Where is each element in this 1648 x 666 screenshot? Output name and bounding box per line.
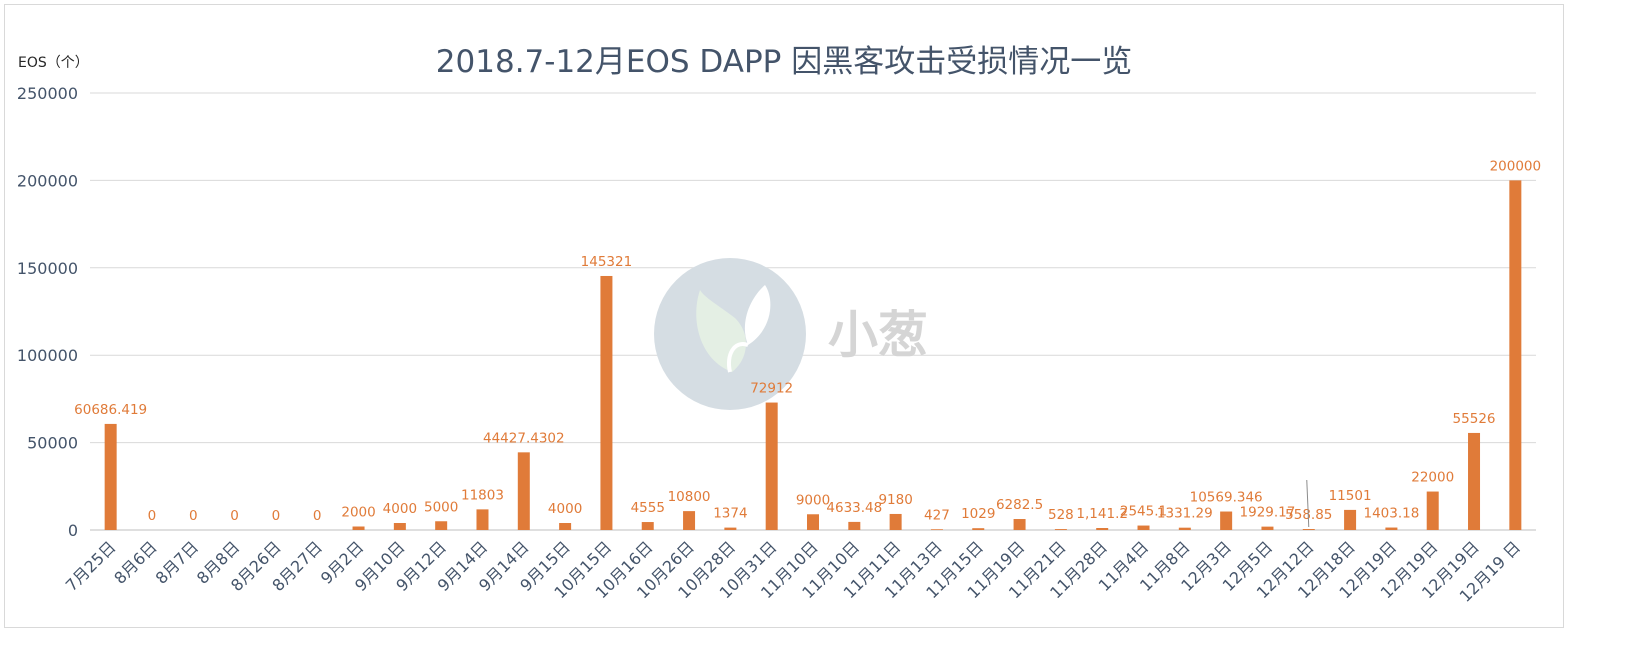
bar (104, 423, 117, 530)
bar (1385, 527, 1398, 530)
bar (765, 402, 778, 530)
data-label: 2000 (341, 505, 375, 521)
data-label: 427 (924, 507, 950, 523)
bar (393, 523, 406, 530)
bar (972, 528, 985, 530)
data-label: 10800 (668, 489, 711, 505)
y-tick-label: 0 (68, 521, 78, 540)
bar (435, 521, 448, 530)
bar (1509, 180, 1522, 530)
data-label: 1929.17 (1240, 505, 1296, 521)
data-label: 0 (189, 508, 198, 524)
bar (559, 523, 572, 530)
data-label: 1403.18 (1363, 506, 1419, 522)
bar (1013, 519, 1026, 530)
data-label: 0 (148, 508, 157, 524)
data-label: 145321 (581, 254, 633, 270)
data-label: 22000 (1411, 470, 1454, 486)
bar (683, 511, 696, 530)
y-axis-unit-label: EOS（个） (18, 55, 89, 71)
watermark-logo: 小葱 (654, 258, 928, 410)
bar (1344, 509, 1357, 530)
data-label: 1029 (961, 506, 995, 522)
bar (1096, 528, 1109, 530)
data-label: 0 (272, 508, 281, 524)
bar (352, 526, 365, 530)
data-label: 72912 (750, 381, 793, 397)
y-tick-label: 100000 (17, 346, 78, 365)
data-label: 1,141.2 (1076, 506, 1128, 522)
watermark-leaf-right (744, 285, 771, 345)
bar (476, 509, 489, 530)
bar (1468, 432, 1481, 530)
data-label: 558.85 (1285, 507, 1332, 523)
bar (930, 529, 943, 530)
data-label: 528 (1048, 507, 1074, 523)
bar (600, 275, 613, 530)
data-label: 9000 (796, 492, 830, 508)
x-tick-label: 7月25日 (62, 537, 120, 595)
bar (1220, 511, 1233, 530)
data-label: 4000 (548, 501, 582, 517)
x-tick-label: 8月7日 (152, 537, 202, 587)
leader-line (1306, 479, 1310, 528)
bar (724, 527, 737, 530)
bar (848, 521, 861, 530)
data-label: 4633.48 (826, 500, 882, 516)
x-tick-label: 8月6日 (110, 537, 160, 587)
data-label: 4000 (383, 501, 417, 517)
data-label: 60686.419 (74, 402, 147, 418)
bar (1302, 529, 1315, 530)
bar (517, 452, 530, 530)
gridlines (90, 92, 1536, 531)
data-label: 55526 (1453, 411, 1496, 427)
data-label: 5000 (424, 499, 458, 515)
bar (1261, 526, 1274, 530)
bar (1178, 527, 1191, 530)
data-label: 200000 (1490, 158, 1542, 174)
y-tick-label: 200000 (17, 171, 78, 190)
bar (1137, 525, 1150, 530)
y-tick-labels: 0 50000 100000 150000 200000 250000 (17, 84, 78, 540)
bars (104, 180, 1522, 530)
data-label: 4555 (631, 500, 665, 516)
data-label: 11501 (1329, 488, 1372, 504)
data-label: 6282.5 (996, 497, 1043, 513)
data-label: 1331.29 (1157, 506, 1213, 522)
watermark-stem (727, 342, 749, 373)
data-label: 11803 (461, 487, 504, 503)
data-label: 0 (313, 508, 322, 524)
y-tick-label: 150000 (17, 259, 78, 278)
x-tick-labels: 7月25日8月6日8月7日8月8日8月26日8月27日9月2日9月10日9月12… (62, 537, 1524, 605)
y-tick-label: 250000 (17, 84, 78, 103)
bar (641, 522, 654, 530)
watermark-text: 小葱 (828, 306, 928, 364)
data-label: 0 (230, 508, 239, 524)
bar (1054, 529, 1067, 530)
data-label: 1374 (713, 506, 747, 522)
bar (1426, 491, 1439, 530)
data-label: 9180 (878, 492, 912, 508)
bar (889, 513, 902, 530)
chart-title: 2018.7-12月EOS DAPP 因黑客攻击受损情况一览 (435, 44, 1133, 80)
data-label: 44427.4302 (483, 430, 565, 446)
data-label: 10569.346 (1190, 490, 1263, 506)
y-tick-label: 50000 (27, 434, 78, 453)
data-label: 2545.1 (1120, 504, 1167, 520)
bar (807, 514, 819, 530)
